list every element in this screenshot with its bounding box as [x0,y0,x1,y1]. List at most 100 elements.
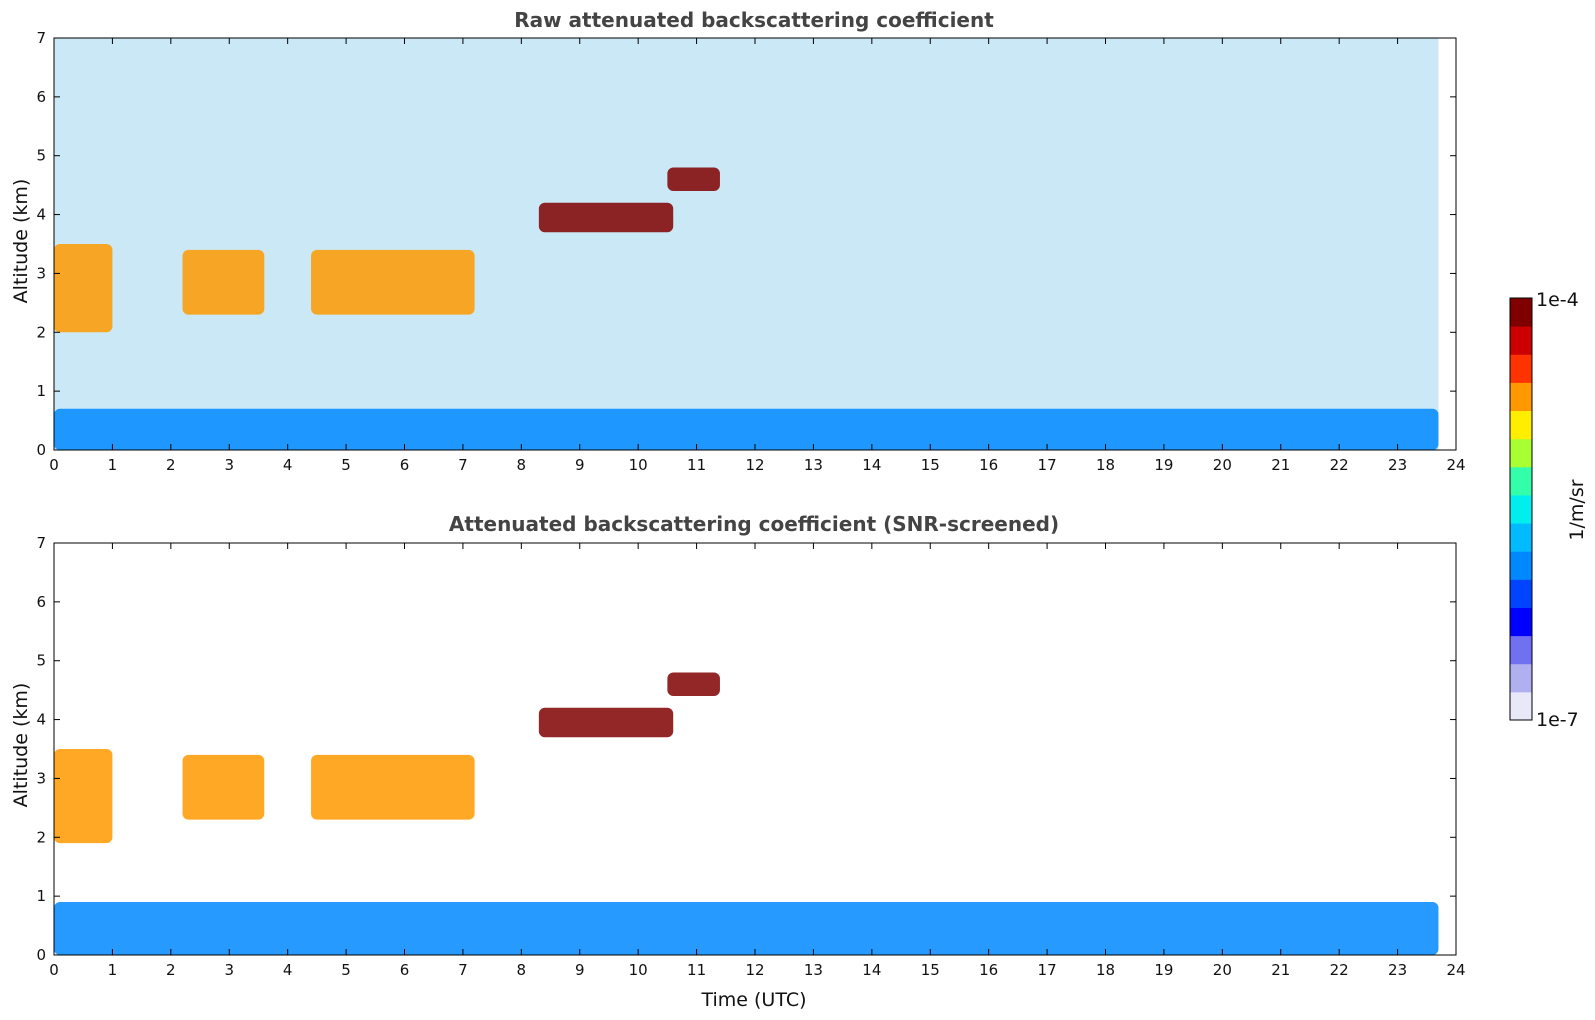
x-tick-label: 22 [1330,456,1349,474]
y-tick-label: 7 [36,534,46,552]
x-tick-label: 7 [458,456,468,474]
colorbar-swatch [1510,663,1532,693]
x-tick-label: 17 [1038,456,1057,474]
x-tick-label: 19 [1154,961,1173,979]
plot-area: 0 1 2 3 4 5 6 7 8 9 10 11 12 13 14 15 16 17 18 19 20 21 22 23 24… [36,534,1465,979]
y-tick-label: 1 [36,382,46,400]
x-tick-label: 16 [979,456,998,474]
x-tick-label: 11 [687,456,706,474]
feature-elevated-cloud [667,672,720,697]
x-tick-label: 5 [341,456,351,474]
x-tick-label: 2 [166,456,176,474]
x-tick-label: 16 [979,961,998,979]
y-axis-label: Altitude (km) [10,683,32,808]
colorbar: 1e-4 1e-7 1/m/sr [1509,289,1588,731]
colorbar-swatch [1510,579,1532,608]
feature-elevated-cloud [538,707,674,738]
x-tick-label: 23 [1388,961,1407,979]
x-tick-label: 20 [1213,456,1232,474]
feature-elevated-cloud [538,202,674,233]
x-tick-label: 13 [804,456,823,474]
x-tick-label: 0 [49,456,59,474]
x-tick-label: 13 [804,961,823,979]
y-tick-label: 0 [36,441,46,459]
colorbar-gradient [1510,298,1532,721]
feature-cloud-layer [311,754,475,820]
x-tick-label: 14 [862,456,881,474]
x-tick-label: 19 [1154,456,1173,474]
y-tick-label: 5 [36,652,46,670]
x-tick-label: 5 [341,961,351,979]
colorbar-swatch [1510,635,1532,665]
colorbar-swatch [1510,607,1532,637]
y-tick-label: 5 [36,147,46,165]
x-tick-label: 3 [224,961,234,979]
panel-title: Raw attenuated backscattering coefficien… [514,8,994,32]
x-tick-label: 8 [517,456,527,474]
x-tick-label: 22 [1330,961,1349,979]
x-tick-label: 23 [1388,456,1407,474]
y-tick-label: 2 [36,323,46,341]
x-tick-label: 4 [283,961,293,979]
colorbar-swatch [1510,551,1532,580]
feature-cloud-layer [54,244,113,333]
x-tick-label: 11 [687,961,706,979]
plot-frame [53,542,1457,956]
y-tick-label: 6 [36,88,46,106]
x-tick-label: 7 [458,961,468,979]
y-tick-label: 1 [36,887,46,905]
colorbar-min-label: 1e-7 [1536,709,1579,731]
x-tick-label: 1 [108,961,118,979]
feature-boundary-layer-aerosol [54,408,1439,450]
colorbar-unit-label: 1/m/sr [1566,479,1588,540]
feature-cloud-layer [311,249,475,315]
colorbar-swatch [1510,410,1532,440]
x-tick-label: 21 [1271,456,1290,474]
y-axis-label: Altitude (km) [10,179,32,304]
x-tick-label: 9 [575,961,585,979]
background-noise [54,38,1439,450]
x-tick-label: 6 [400,961,410,979]
panel-screened: Attenuated backscattering coefficient (S… [10,512,1466,1011]
feature-cloud-layer [182,754,265,820]
x-tick-label: 15 [921,456,940,474]
y-tick-label: 7 [36,29,46,47]
colorbar-swatch [1510,354,1532,383]
x-tick-label: 6 [400,456,410,474]
plot-area: 0 1 2 3 4 5 6 7 8 9 10 11 12 13 14 15 16 17 18 19 20 21 22 23 24… [36,29,1465,474]
x-tick-label: 10 [629,961,648,979]
y-tick-label: 4 [36,206,46,224]
x-tick-label: 4 [283,456,293,474]
colorbar-swatch [1510,438,1532,468]
feature-cloud-layer [54,749,113,844]
y-tick-label: 4 [36,711,46,729]
x-tick-label: 10 [629,456,648,474]
x-tick-label: 14 [862,961,881,979]
x-tick-label: 8 [517,961,527,979]
x-tick-label: 12 [745,961,764,979]
colorbar-frame [1509,297,1533,721]
x-tick-label: 18 [1096,961,1115,979]
x-tick-label: 17 [1038,961,1057,979]
y-tick-label: 3 [36,264,46,282]
colorbar-swatch [1510,326,1532,355]
x-axis-label: Time (UTC) [700,989,806,1011]
x-tick-label: 18 [1096,456,1115,474]
y-tick-label: 2 [36,828,46,846]
feature-elevated-cloud [667,167,720,192]
x-tick-label: 20 [1213,961,1232,979]
x-tick-label: 24 [1446,456,1465,474]
x-tick-label: 3 [224,456,234,474]
feature-boundary-layer-aerosol [54,902,1439,955]
colorbar-swatch [1510,466,1532,496]
x-tick-label: 0 [49,961,59,979]
x-tick-label: 1 [108,456,118,474]
colorbar-swatch [1510,523,1532,552]
x-tick-label: 24 [1446,961,1465,979]
x-tick-label: 15 [921,961,940,979]
colorbar-swatch [1510,691,1532,721]
x-tick-label: 9 [575,456,585,474]
y-tick-label: 6 [36,593,46,611]
y-tick-label: 0 [36,946,46,964]
